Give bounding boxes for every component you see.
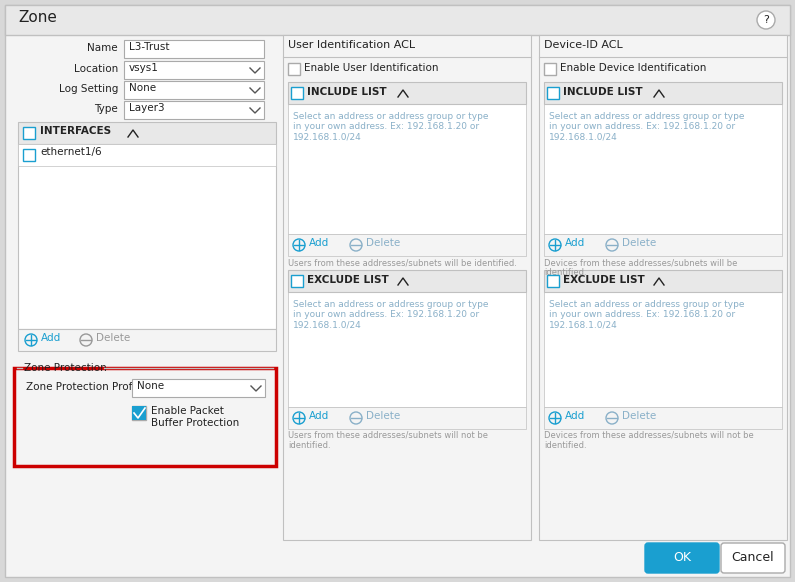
Text: Device-ID ACL: Device-ID ACL xyxy=(544,40,622,50)
Text: EXCLUDE LIST: EXCLUDE LIST xyxy=(563,275,645,285)
Text: Delete: Delete xyxy=(622,411,656,421)
Text: INCLUDE LIST: INCLUDE LIST xyxy=(563,87,642,97)
Text: ethernet1/6: ethernet1/6 xyxy=(40,147,102,157)
Text: Delete: Delete xyxy=(366,238,400,248)
Bar xyxy=(23,127,35,139)
Bar xyxy=(124,40,264,58)
Bar xyxy=(547,275,559,287)
Text: EXCLUDE LIST: EXCLUDE LIST xyxy=(307,275,389,285)
Text: INTERFACES: INTERFACES xyxy=(40,126,111,136)
Text: Add: Add xyxy=(565,411,585,421)
Bar xyxy=(132,406,146,420)
Bar xyxy=(288,104,526,234)
Bar xyxy=(288,82,526,104)
Bar xyxy=(544,234,782,256)
Bar xyxy=(544,82,782,104)
Text: Devices from these addresses/subnets will be
identified.: Devices from these addresses/subnets wil… xyxy=(544,258,738,278)
Text: User Identification ACL: User Identification ACL xyxy=(288,40,415,50)
Bar xyxy=(544,63,556,75)
Text: Add: Add xyxy=(309,238,329,248)
Text: Select an address or address group or type
in your own address. Ex: 192.168.1.20: Select an address or address group or ty… xyxy=(293,300,488,330)
Text: Zone: Zone xyxy=(18,10,57,25)
Bar xyxy=(544,407,782,429)
Text: Zone Protection Profile: Zone Protection Profile xyxy=(26,382,145,392)
Bar xyxy=(283,35,531,540)
Circle shape xyxy=(757,11,775,29)
Bar xyxy=(132,379,265,397)
Text: Location: Location xyxy=(74,64,118,74)
Text: Delete: Delete xyxy=(366,411,400,421)
Text: None: None xyxy=(129,83,156,93)
Bar xyxy=(132,406,146,420)
Bar xyxy=(288,292,526,407)
Bar xyxy=(288,234,526,256)
Text: Cancel: Cancel xyxy=(731,551,774,564)
Bar xyxy=(124,61,264,79)
Bar xyxy=(288,270,526,292)
Text: Users from these addresses/subnets will not be
identified.: Users from these addresses/subnets will … xyxy=(288,431,488,450)
Text: Enable User Identification: Enable User Identification xyxy=(304,63,439,73)
Text: Add: Add xyxy=(565,238,585,248)
Text: Add: Add xyxy=(41,333,61,343)
Text: Layer3: Layer3 xyxy=(129,103,165,113)
Bar xyxy=(23,149,35,161)
FancyBboxPatch shape xyxy=(645,543,719,573)
Bar xyxy=(544,104,782,234)
Bar xyxy=(544,292,782,407)
Text: Type: Type xyxy=(95,104,118,114)
Bar xyxy=(288,407,526,429)
Text: Zone Protection: Zone Protection xyxy=(24,363,107,373)
Text: Enable Device Identification: Enable Device Identification xyxy=(560,63,707,73)
Text: Select an address or address group or type
in your own address. Ex: 192.168.1.20: Select an address or address group or ty… xyxy=(293,112,488,142)
Bar xyxy=(544,270,782,292)
Text: Enable Packet
Buffer Protection: Enable Packet Buffer Protection xyxy=(151,406,239,428)
Bar xyxy=(18,144,276,166)
Text: ?: ? xyxy=(763,15,769,25)
Text: L3-Trust: L3-Trust xyxy=(129,42,169,52)
Bar xyxy=(291,87,303,99)
Text: INCLUDE LIST: INCLUDE LIST xyxy=(307,87,386,97)
Bar xyxy=(18,329,276,351)
Text: Add: Add xyxy=(309,411,329,421)
Text: OK: OK xyxy=(673,551,691,564)
Text: Users from these addresses/subnets will be identified.: Users from these addresses/subnets will … xyxy=(288,258,517,267)
Text: vsys1: vsys1 xyxy=(129,63,159,73)
FancyBboxPatch shape xyxy=(721,543,785,573)
Bar xyxy=(539,35,787,540)
Bar xyxy=(288,63,300,75)
Bar xyxy=(14,368,276,466)
Text: Devices from these addresses/subnets will not be
identified.: Devices from these addresses/subnets wil… xyxy=(544,431,754,450)
Text: None: None xyxy=(137,381,164,391)
Bar xyxy=(18,144,276,329)
Bar xyxy=(124,81,264,99)
Bar xyxy=(547,87,559,99)
Bar xyxy=(18,122,276,144)
Bar xyxy=(5,5,790,35)
Text: Name: Name xyxy=(87,43,118,53)
Text: Select an address or address group or type
in your own address. Ex: 192.168.1.20: Select an address or address group or ty… xyxy=(549,300,744,330)
Text: Delete: Delete xyxy=(622,238,656,248)
Bar xyxy=(124,101,264,119)
Text: Delete: Delete xyxy=(96,333,130,343)
Text: Log Setting: Log Setting xyxy=(59,84,118,94)
Bar xyxy=(291,275,303,287)
Text: Select an address or address group or type
in your own address. Ex: 192.168.1.20: Select an address or address group or ty… xyxy=(549,112,744,142)
